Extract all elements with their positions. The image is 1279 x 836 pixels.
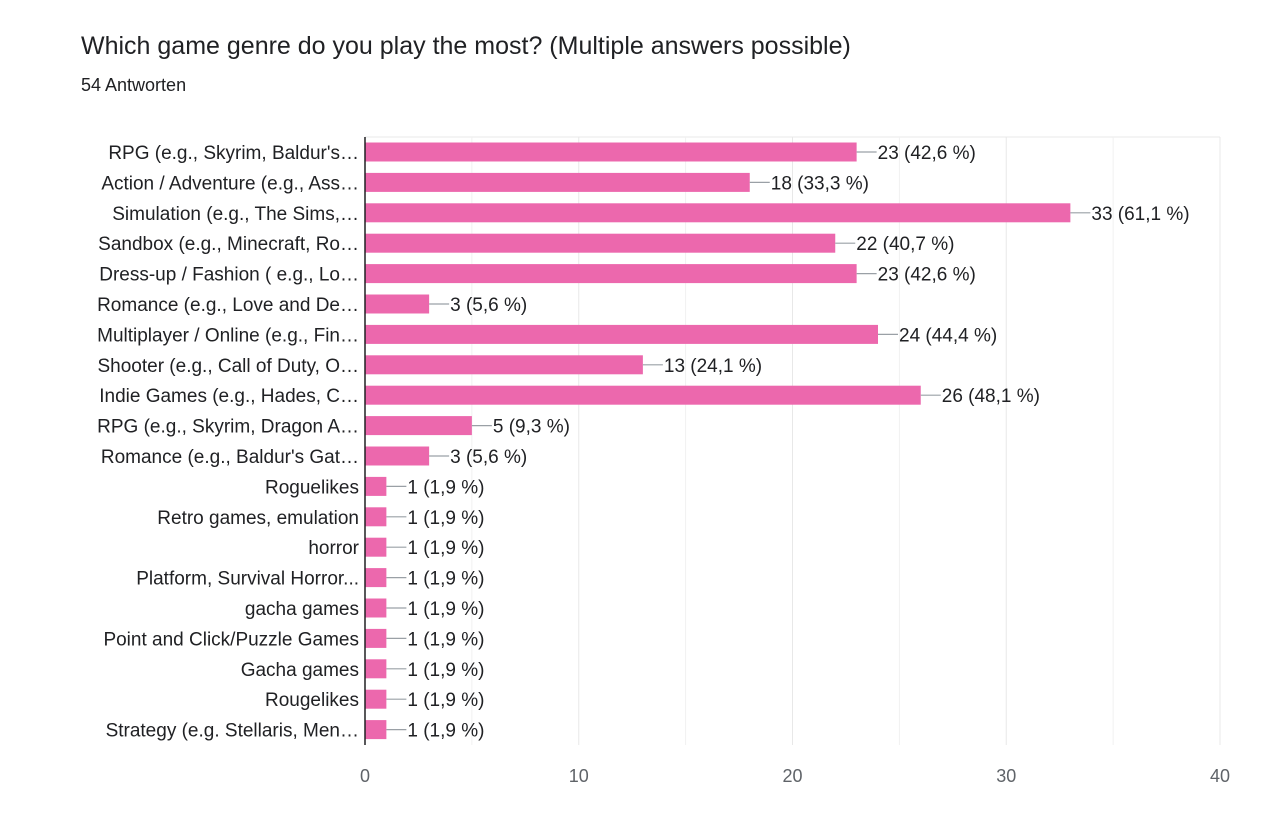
bar bbox=[365, 172, 750, 192]
category-label: Romance (e.g., Love and De… bbox=[97, 295, 359, 316]
category-label: Roguelikes bbox=[265, 477, 359, 498]
category-label: Rougelikes bbox=[265, 690, 359, 711]
bar bbox=[365, 446, 430, 466]
category-label: gacha games bbox=[245, 599, 359, 620]
x-tick-label: 40 bbox=[1210, 766, 1230, 786]
value-label: 1 (1,9 %) bbox=[407, 538, 484, 559]
bar bbox=[365, 598, 387, 618]
category-labels: RPG (e.g., Skyrim, Baldur's… Action / Adv… bbox=[97, 143, 360, 742]
bar bbox=[365, 324, 878, 344]
bar bbox=[365, 628, 387, 648]
category-label: Gacha games bbox=[241, 660, 359, 681]
value-label: 13 (24,1 %) bbox=[664, 356, 762, 377]
category-label: Sandbox (e.g., Minecraft, Ro… bbox=[98, 234, 359, 255]
category-label: horror bbox=[308, 538, 359, 559]
category-label: Indie Games (e.g., Hades, C… bbox=[99, 386, 359, 407]
bars bbox=[365, 142, 1071, 740]
value-label: 18 (33,3 %) bbox=[771, 173, 869, 194]
value-label: 1 (1,9 %) bbox=[407, 477, 484, 498]
x-tick-label: 20 bbox=[782, 766, 802, 786]
value-label: 3 (5,6 %) bbox=[450, 295, 527, 316]
value-label: 1 (1,9 %) bbox=[407, 721, 484, 742]
value-label: 1 (1,9 %) bbox=[407, 629, 484, 650]
value-label: 5 (9,3 %) bbox=[493, 417, 570, 438]
bar bbox=[365, 507, 387, 527]
bar bbox=[365, 416, 472, 436]
bar bbox=[365, 355, 643, 375]
x-axis-ticks: 0 10 20 30 40 bbox=[360, 137, 1230, 786]
value-label: 23 (42,6 %) bbox=[878, 143, 976, 164]
value-label: 22 (40,7 %) bbox=[856, 234, 954, 255]
category-label: Action / Adventure (e.g., Ass… bbox=[101, 173, 359, 194]
bar bbox=[365, 385, 921, 405]
category-label: RPG (e.g., Skyrim, Dragon A… bbox=[97, 417, 359, 438]
category-label: Romance (e.g., Baldur's Gat… bbox=[101, 447, 359, 468]
category-label: Platform, Survival Horror... bbox=[136, 569, 359, 590]
bar bbox=[365, 142, 857, 162]
response-count: 54 Antworten bbox=[81, 75, 187, 95]
category-label: Simulation (e.g., The Sims,… bbox=[112, 204, 359, 225]
value-labels: 23 (42,6 %) 18 (33,3 %) 33 (61,1 %) 22 (40,… bbox=[386, 143, 1190, 742]
bar bbox=[365, 476, 387, 496]
grid-lines bbox=[365, 136, 1221, 745]
x-tick-label: 10 bbox=[569, 766, 589, 786]
category-label: Dress-up / Fashion ( e.g., Lo… bbox=[99, 265, 359, 286]
bar bbox=[365, 203, 1071, 223]
value-label: 1 (1,9 %) bbox=[407, 569, 484, 590]
x-tick-label: 0 bbox=[360, 766, 370, 786]
value-label: 3 (5,6 %) bbox=[450, 447, 527, 468]
value-label: 1 (1,9 %) bbox=[407, 508, 484, 529]
x-tick-label: 30 bbox=[996, 766, 1016, 786]
value-label: 24 (44,4 %) bbox=[899, 325, 997, 346]
bar bbox=[365, 537, 387, 557]
category-label: RPG (e.g., Skyrim, Baldur's… bbox=[108, 143, 359, 164]
value-label: 1 (1,9 %) bbox=[407, 690, 484, 711]
bar bbox=[365, 689, 387, 709]
category-label: Shooter (e.g., Call of Duty, O… bbox=[97, 356, 359, 377]
value-label: 26 (48,1 %) bbox=[942, 386, 1040, 407]
bar bbox=[365, 294, 430, 314]
category-label: Multiplayer / Online (e.g., Fin… bbox=[97, 325, 359, 346]
bar bbox=[365, 659, 387, 679]
bar bbox=[365, 233, 836, 253]
category-label: Point and Click/Puzzle Games bbox=[103, 629, 359, 650]
bar bbox=[365, 720, 387, 740]
category-label: Strategy (e.g. Stellaris, Men… bbox=[106, 721, 359, 742]
chart-title: Which game genre do you play the most? (… bbox=[81, 32, 851, 60]
bar bbox=[365, 264, 857, 284]
value-label: 1 (1,9 %) bbox=[407, 660, 484, 681]
value-label: 33 (61,1 %) bbox=[1091, 204, 1189, 225]
value-label: 1 (1,9 %) bbox=[407, 599, 484, 620]
value-label: 23 (42,6 %) bbox=[878, 265, 976, 286]
bar bbox=[365, 568, 387, 588]
category-label: Retro games, emulation bbox=[157, 508, 359, 529]
